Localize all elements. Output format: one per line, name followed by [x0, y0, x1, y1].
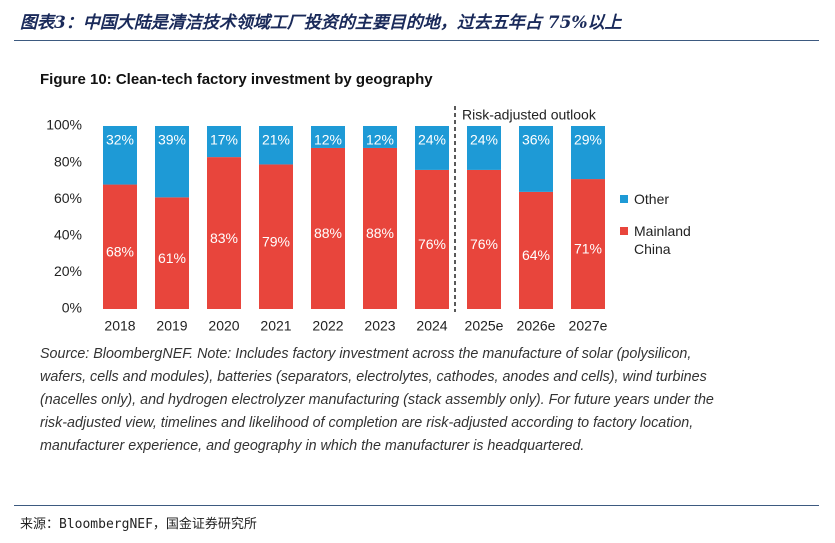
y-tick-label: 60% [54, 190, 82, 206]
bar-segment [519, 191, 553, 309]
bar-segment [207, 126, 241, 158]
header-title: 图表3：中国大陆是清洁技术领域工厂投资的主要目的地，过去五年占 75%以上 [20, 13, 622, 33]
x-tick-label: 2022 [312, 318, 343, 334]
data-label: 24% [418, 132, 446, 148]
bar-segment [207, 157, 241, 309]
bar-segment [571, 126, 605, 180]
bar-segment [311, 126, 345, 148]
data-label: 76% [470, 236, 498, 252]
x-tick-label: 2027e [569, 318, 608, 334]
x-tick-label: 2023 [364, 318, 395, 334]
y-tick-label: 100% [46, 117, 82, 133]
data-label: 36% [522, 132, 550, 148]
x-tick-label: 2026e [517, 318, 556, 334]
data-label: 71% [574, 241, 602, 257]
footer-rule [14, 505, 819, 506]
bar-segment [363, 147, 397, 309]
data-label: 12% [366, 132, 394, 148]
bar-segment [363, 126, 397, 148]
chart-title: Figure 10: Clean-tech factory investment… [40, 71, 433, 88]
y-tick-label: 0% [62, 300, 82, 316]
bar-segment [155, 197, 189, 309]
legend-swatch [620, 195, 628, 203]
bar-segment [415, 169, 449, 309]
x-tick-label: 2018 [104, 318, 135, 334]
x-tick-label: 2021 [260, 318, 291, 334]
data-label: 32% [106, 132, 134, 148]
bar-segment [103, 126, 137, 185]
source: 来源：BloombergNEF，国金证券研究所 [20, 517, 257, 532]
data-label: 64% [522, 247, 550, 263]
data-label: 12% [314, 132, 342, 148]
legend-item: Other [620, 190, 704, 208]
data-label: 29% [574, 132, 602, 148]
legend-item: Mainland China [620, 222, 704, 258]
bar-segment [103, 184, 137, 309]
data-label: 76% [418, 236, 446, 252]
data-label: 79% [262, 233, 290, 249]
bar-segment [467, 169, 501, 309]
bar-segment [571, 179, 605, 309]
data-label: 68% [106, 243, 134, 259]
legend-label: Mainland China [634, 223, 691, 257]
legend-label: Other [634, 191, 670, 207]
bar-segment [311, 147, 345, 309]
x-tick-label: 2025e [465, 318, 504, 334]
annotation: Risk-adjusted outlook [462, 107, 597, 123]
bar-segment [519, 126, 553, 192]
data-label: 88% [314, 225, 342, 241]
x-tick-label: 2019 [156, 318, 187, 334]
y-tick-label: 20% [54, 263, 82, 279]
bar-segment [259, 164, 293, 309]
bar-segment [415, 126, 449, 170]
data-label: 88% [366, 225, 394, 241]
bar-segment [259, 126, 293, 165]
legend-swatch [620, 227, 628, 235]
y-tick-label: 40% [54, 227, 82, 243]
data-label: 39% [158, 132, 186, 148]
data-label: 83% [210, 230, 238, 246]
data-label: 21% [262, 132, 290, 148]
x-tick-label: 2024 [416, 318, 447, 334]
data-label: 17% [210, 132, 238, 148]
y-tick-label: 80% [54, 153, 82, 169]
note: Source: BloombergNEF. Note: Includes fac… [40, 346, 714, 454]
bar-segment [467, 126, 501, 170]
data-label: 24% [470, 132, 498, 148]
data-label: 61% [158, 250, 186, 266]
bar-segment [155, 126, 189, 198]
legend: Other Mainland China [620, 190, 704, 272]
x-tick-label: 2020 [208, 318, 239, 334]
header-rule [14, 40, 819, 41]
